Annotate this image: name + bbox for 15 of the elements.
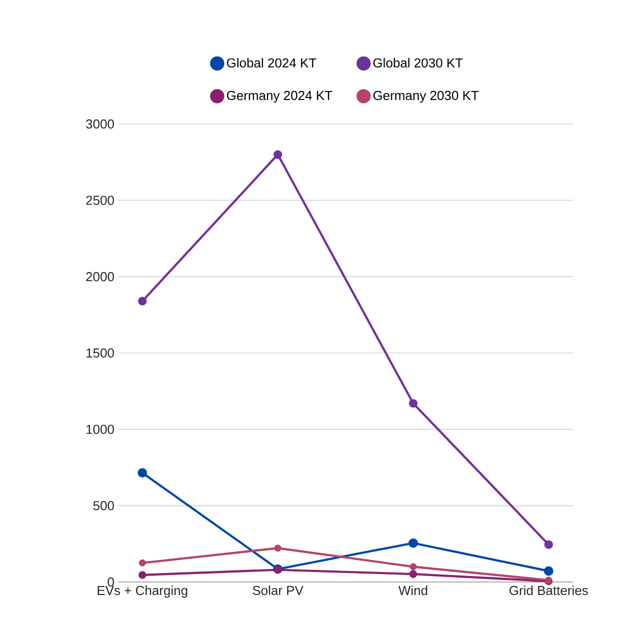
legend-label: Germany 2030 KT [373, 90, 479, 103]
legend-label: Global 2024 KT [226, 58, 316, 68]
x-tick-label: Grid Batteries [510, 586, 588, 596]
y-tick-label: 500 [93, 501, 114, 510]
legend-label: Global 2030 KT [373, 58, 463, 68]
x-tick-label: Solar PV [252, 586, 304, 596]
y-tick-label: 3000 [86, 119, 114, 129]
y-tick-label: 1000 [86, 424, 114, 434]
y-tick-label: 2000 [86, 272, 114, 282]
x-tick-label: Wind [398, 586, 428, 596]
y-tick-label: 0 [108, 577, 114, 587]
legend-label: Germany 2024 KT [226, 90, 332, 103]
y-tick-label: 2500 [86, 196, 114, 205]
y-tick-label: 1500 [86, 348, 114, 358]
x-tick-label: EVs + Charging [98, 586, 188, 598]
